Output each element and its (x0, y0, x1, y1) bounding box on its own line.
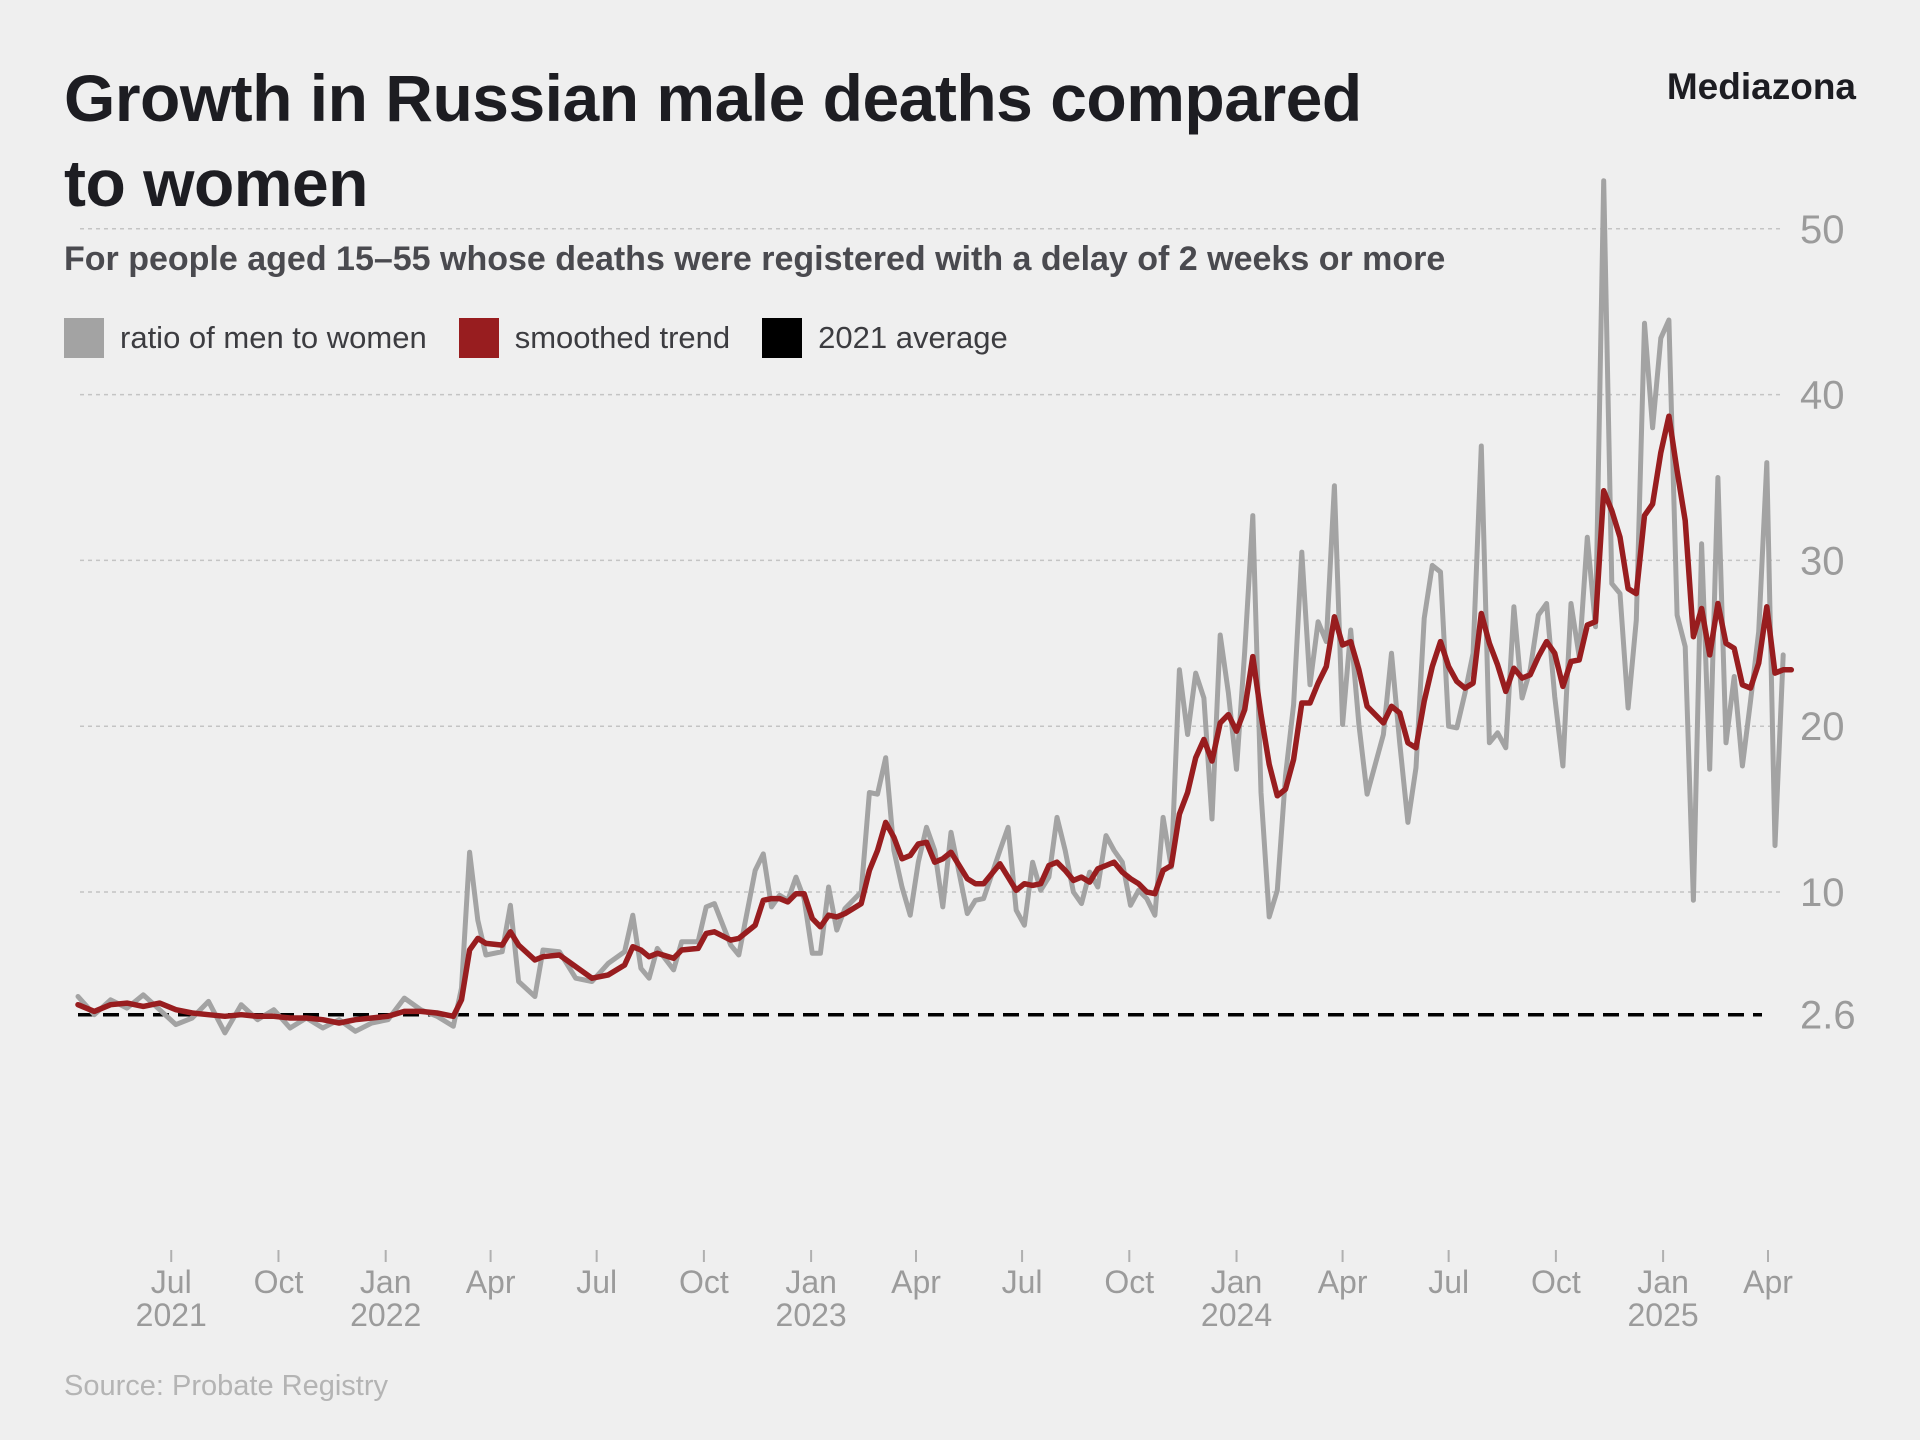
x-tick-label: Apr (1743, 1264, 1793, 1300)
ratio-line (75, 178, 1786, 1036)
source-note: Source: Probate Registry (64, 1370, 388, 1402)
x-tick-label: Apr (466, 1264, 516, 1300)
series-ratio (75, 178, 1786, 1036)
y-tick-label: 30 (1800, 539, 1845, 583)
x-tick-label: Oct (679, 1264, 729, 1300)
y-tick-label: 40 (1800, 374, 1845, 418)
legend-item-trend: smoothed trend (458, 318, 731, 358)
y-tick-label: 2.6 (1800, 994, 1856, 1038)
x-tick-year: 2024 (1201, 1297, 1272, 1333)
x-tick-year: 2022 (350, 1297, 421, 1333)
y-axis-ticks: 2.6 10 20 30 40 50 (1800, 208, 1856, 1038)
y-tick-label: 50 (1800, 208, 1845, 252)
brand-logo: Mediazona (1666, 66, 1856, 107)
legend-swatch-trend (458, 318, 499, 358)
legend-item-ratio: ratio of men to women (64, 318, 427, 358)
chart-title: Growth in Russian male deaths compared t… (64, 61, 1362, 220)
x-tick-label: Jul (1428, 1264, 1469, 1300)
legend: ratio of men to women smoothed trend 202… (64, 318, 1040, 358)
y-gridlines (80, 228, 1780, 893)
x-tick-label: Jan (785, 1264, 837, 1300)
legend-label-trend: smoothed trend (514, 320, 731, 355)
trend-line (75, 413, 1795, 1026)
x-tick-label: Jan (360, 1264, 412, 1300)
y-tick-label: 10 (1800, 871, 1845, 915)
x-tick-year: 2025 (1628, 1297, 1699, 1333)
x-tick-year: 2021 (136, 1297, 207, 1333)
x-tick-label: Jul (151, 1264, 192, 1300)
series-trend (75, 413, 1795, 1026)
x-tick-label: Oct (254, 1264, 304, 1300)
x-tick-label: Oct (1531, 1264, 1581, 1300)
x-tick-label: Jul (1002, 1264, 1043, 1300)
x-tick-label: Apr (891, 1264, 941, 1300)
legend-swatch-ratio (64, 318, 104, 358)
legend-swatch-average (762, 318, 803, 358)
chart-subtitle: For people aged 15–55 whose deaths were … (64, 240, 1446, 278)
x-tick-label: Jan (1211, 1264, 1263, 1300)
x-tick-label: Apr (1318, 1264, 1368, 1300)
y-tick-label: 20 (1800, 705, 1845, 749)
x-tick-label: Jul (576, 1264, 617, 1300)
legend-label-average: 2021 average (818, 320, 1008, 355)
x-tick-year: 2023 (776, 1297, 847, 1333)
legend-item-average: 2021 average (762, 318, 1008, 358)
x-tick-label: Oct (1104, 1264, 1154, 1300)
legend-label-ratio: ratio of men to women (120, 320, 427, 355)
x-tick-label: Jan (1637, 1264, 1689, 1300)
